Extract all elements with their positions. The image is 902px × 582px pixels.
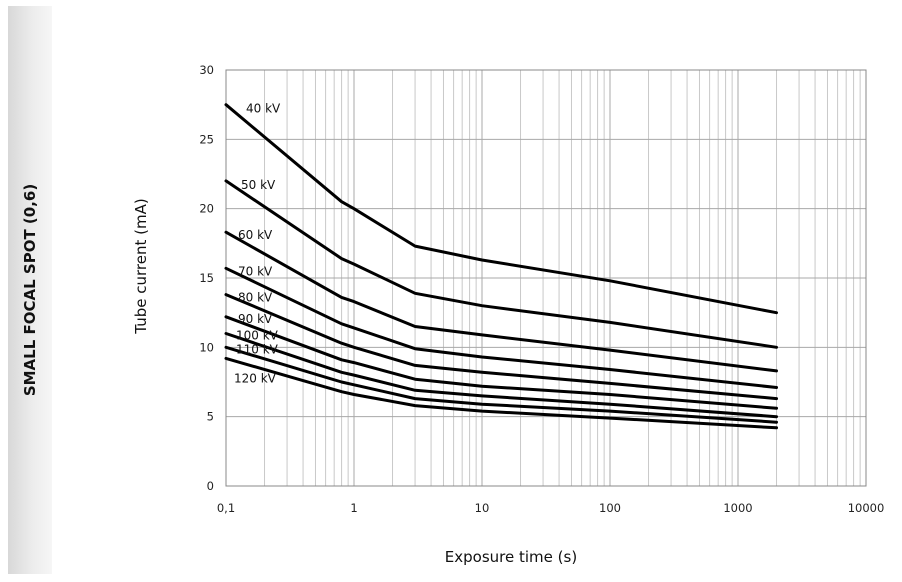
y-tick-label: 20 (199, 202, 214, 216)
series-line-40kv (224, 103, 778, 315)
series-label-110kv: 110 kV (236, 342, 279, 356)
x-tick-label: 100 (599, 501, 621, 515)
y-tick-label: 30 (199, 63, 214, 77)
y-tick-label: 25 (199, 132, 214, 146)
series-line-90kv (224, 315, 778, 410)
series-line-50kv (224, 179, 778, 349)
series-label-100kv: 100 kV (236, 328, 279, 342)
side-band (8, 6, 52, 574)
x-tick-label: 1 (350, 501, 357, 515)
series-line-100kv (224, 332, 778, 419)
plot-frame (225, 69, 867, 487)
series-label-60kv: 60 kV (238, 228, 273, 242)
series-label-70kv: 70 kV (238, 264, 273, 278)
x-axis-title: Exposure time (s) (445, 548, 577, 566)
series-line-120kv (224, 356, 778, 430)
x-tick-label: 0,1 (217, 501, 235, 515)
y-tick-label: 0 (207, 479, 214, 493)
y-tick-label: 10 (199, 340, 214, 354)
series-line-70kv (224, 266, 778, 389)
grid (225, 69, 866, 487)
series-lines (224, 103, 778, 430)
series-label-80kv: 80 kV (238, 291, 273, 305)
series-label-40kv: 40 kV (246, 102, 281, 116)
x-axis-ticks: 0,1 1 10 100 1000 10000 (217, 501, 884, 515)
x-tick-label: 1000 (723, 501, 752, 515)
y-axis-ticks: 0 5 10 15 20 25 30 (199, 63, 214, 493)
x-tick-label: 10 (475, 501, 490, 515)
series-line-60kv (224, 230, 778, 373)
y-axis-title: Tube current (mA) (132, 198, 150, 334)
series-label-120kv: 120 kV (234, 371, 277, 385)
series-label-90kv: 90 kV (238, 312, 273, 326)
y-tick-label: 5 (207, 410, 214, 424)
series-line-80kv (224, 293, 778, 401)
series-line-110kv (224, 345, 778, 424)
series-label-50kv: 50 kV (241, 178, 276, 192)
series-labels: 40 kV 50 kV 60 kV 70 kV 80 kV 90 kV 100 kV110 … (234, 102, 281, 386)
y-tick-label: 15 (199, 271, 214, 285)
x-tick-label: 10000 (848, 501, 885, 515)
